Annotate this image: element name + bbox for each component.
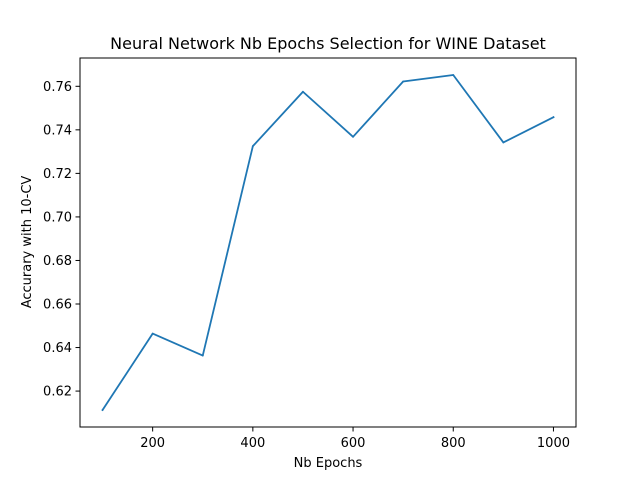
y-axis-label: Accurary with 10-CV <box>20 176 35 309</box>
data-point <box>502 141 505 144</box>
y-tick-label: 0.70 <box>43 210 72 225</box>
chart-title: Neural Network Nb Epochs Selection for W… <box>110 34 546 53</box>
data-point <box>201 354 204 357</box>
x-tick-label: 600 <box>341 436 366 451</box>
data-point <box>302 90 304 93</box>
data-point <box>352 135 354 138</box>
series-line-0 <box>101 74 555 412</box>
y-tick-label: 0.68 <box>43 254 72 269</box>
data-point <box>251 145 254 148</box>
x-tick-label: 1000 <box>537 436 570 451</box>
plot-area: 200 400 600 800 1000 0.62 0.64 0.66 0.68 0.70 0.72… <box>43 57 577 451</box>
axes-frame <box>79 57 577 428</box>
data-point <box>151 332 154 335</box>
y-tick-label: 0.64 <box>43 341 72 356</box>
data-point <box>101 409 104 411</box>
y-tick-label: 0.66 <box>43 298 72 313</box>
data-point <box>452 74 455 76</box>
y-tick-label: 0.74 <box>43 123 72 138</box>
x-tick-label: 400 <box>240 436 265 451</box>
x-tick-label: 800 <box>441 436 466 451</box>
x-axis-label: Nb Epochs <box>294 456 363 471</box>
data-point <box>402 80 405 83</box>
data-point <box>552 116 555 119</box>
y-tick-label: 0.62 <box>43 385 72 400</box>
x-tick-label: 200 <box>140 436 165 451</box>
y-tick-label: 0.72 <box>43 167 72 182</box>
y-tick-label: 0.76 <box>43 80 72 95</box>
